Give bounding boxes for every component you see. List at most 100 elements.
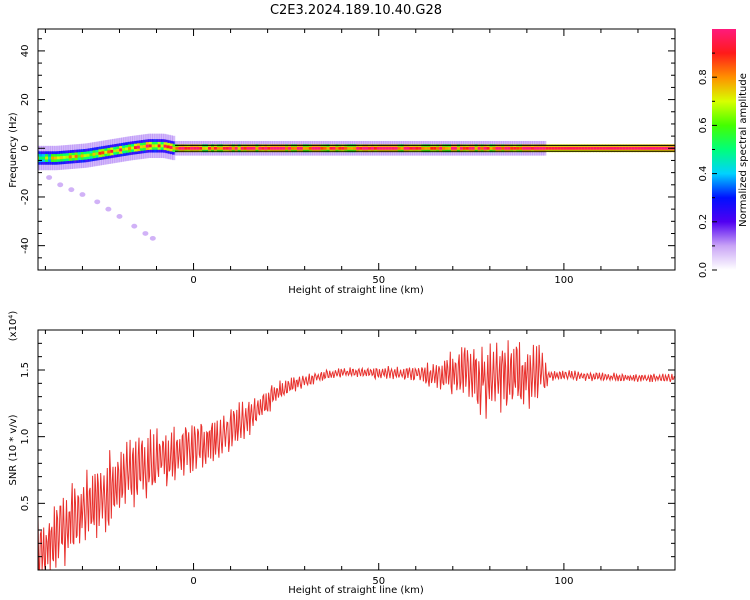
heatmap-ridge-core [356,146,360,150]
heatmap-ridge-core [184,146,189,150]
heatmap-trail-point [68,187,75,193]
heatmap-ridge-core [569,146,574,150]
heatmap-ridge-core [539,146,544,150]
snr-panel: 0 50 100 0.5 1.0 1.5 Height of straight line … [8,311,676,596]
heatmap-ridge-core [285,146,289,150]
heatmap-ridge-core [439,146,443,150]
heatmap-ridge-core [77,154,82,158]
heatmap-ridge-core [498,146,503,150]
heatmap-ridge-core [628,146,633,150]
colorbar-tick-label: 0.4 [698,166,709,182]
heatmap-ridge-core [652,146,657,150]
heatmap-ridge-core [119,148,123,152]
heatmap-ridge-core [572,146,577,150]
heatmap-ridge-core [373,146,378,150]
heatmap-ridge-core [335,146,340,150]
y-tick-label: -40 [20,237,31,253]
heatmap-ridge-core [341,146,346,150]
spectrogram-axes: 0 50 100 -40 -20 0 20 40 [20,29,676,286]
heatmap-ridge-core [379,146,384,150]
heatmap-trail-point [131,223,138,229]
snr-y-label: SNR (10 * v/v) [8,414,19,485]
heatmap-ridge-core [273,146,278,150]
heatmap-ridge-core [205,146,209,150]
heatmap-ridge-core [169,146,174,149]
heatmap-ridge-core [136,145,141,149]
heatmap-ridge-core [261,146,266,150]
x-tick-label: 0 [190,576,196,587]
heatmap-ridge-core [480,146,485,150]
y-tick-label: 1.5 [20,362,31,378]
colorbar: 0.0 0.2 0.4 0.6 0.8 Normalized spectral ampl… [698,29,749,278]
heatmap-ridge-core [252,146,257,150]
heatmap-ridge-core [110,149,115,153]
heatmap-ridge-core [610,146,615,150]
heatmap-ridge-core [264,146,269,150]
heatmap-ridge-core [465,146,470,150]
y-tick-label: 20 [20,93,31,106]
heatmap-ridge-core [163,144,168,148]
heatmap-ridge-core [240,146,245,150]
heatmap-ridge-core [406,146,411,150]
heatmap-ridge-core [415,146,420,150]
heatmap-ridge-core [599,146,603,150]
heatmap-ridge-core [42,156,46,160]
snr-scale-label: (x10⁴) [8,311,19,342]
heatmap-ridge-core [370,146,375,150]
heatmap-ridge-core [385,146,390,150]
heatmap-ridge-core [622,146,627,150]
heatmap-ridge-core [39,156,43,160]
heatmap-ridge-core [196,146,200,150]
heatmap-ridge-core [80,154,85,158]
heatmap-ridge-core [86,153,91,157]
heatmap-ridge-core [107,150,112,154]
heatmap-ridge-core [166,145,171,149]
heatmap-ridge-core [471,146,476,150]
heatmap-ridge-core [211,146,215,150]
heatmap-ridge-core [148,144,153,148]
heatmap-ridge-core [89,153,94,157]
heatmap-ridge-core [98,151,103,155]
heatmap-trail-point [79,192,86,197]
heatmap-ridge-core [38,156,40,160]
heatmap-ridge-core [243,146,248,150]
heatmap-ridge-core [489,146,494,150]
heatmap-ridge-core [83,154,88,158]
heatmap-ridge-core [468,146,473,150]
heatmap-ridge-core [492,146,497,150]
heatmap-ridge-core [581,146,586,150]
heatmap-ridge-core [418,146,423,150]
heatmap-ridge-core [448,146,452,150]
heatmap-ridge-core [590,146,595,150]
heatmap-ridge-core [382,146,387,150]
heatmap-ridge-core [59,156,64,160]
heatmap-ridge-core [53,156,58,160]
heatmap-ridge-core [329,146,334,150]
heatmap-ridge-core [308,146,313,150]
heatmap-ridge-core [563,146,568,150]
heatmap-ridge-core [270,146,275,150]
heatmap-ridge-core [131,146,135,150]
snr-line-layer [38,340,675,570]
heatmap-ridge-core [178,146,183,150]
heatmap-ridge-core [421,146,426,150]
heatmap-ridge-core [344,146,349,150]
heatmap-ridge-core [175,146,180,150]
heatmap-ridge-core [311,146,316,150]
heatmap-ridge-core [45,156,49,160]
heatmap-ridge-core [56,156,61,160]
heatmap-ridge-core [637,146,642,150]
heatmap-ridge-core [133,146,138,150]
heatmap-ridge-core [554,146,559,150]
heatmap-ridge-core [353,146,358,150]
heatmap-ridge-core [62,155,67,159]
heatmap-ridge-core [548,146,553,150]
heatmap-ridge-core [160,144,165,148]
heatmap-ridge-core [528,146,532,150]
heatmap-ridge-core [424,146,429,150]
heatmap-ridge-core [317,146,322,150]
heatmap-ridge-core [213,146,218,150]
heatmap-ridge-core [516,146,520,150]
heatmap-ridge-core [605,146,609,150]
heatmap-ridge-core [587,146,592,150]
